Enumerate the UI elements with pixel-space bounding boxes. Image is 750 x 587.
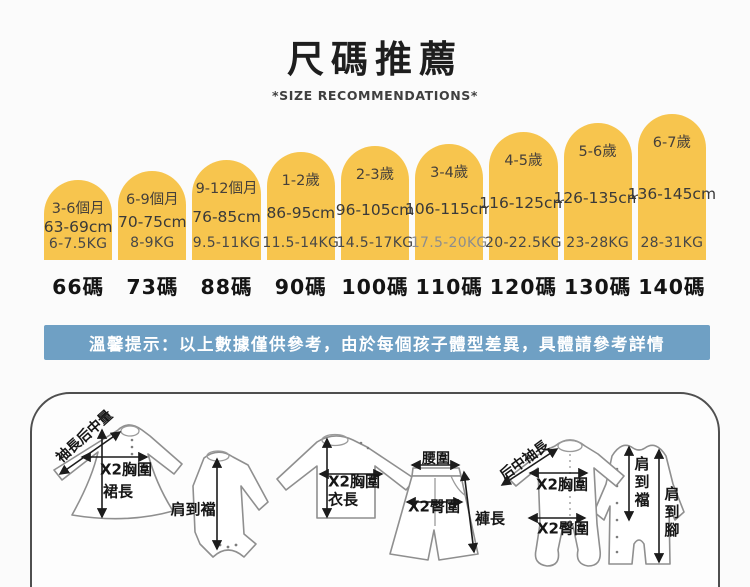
size-column-130: 5-6歲 126-135cm 23-28KG 130碼 <box>553 123 642 300</box>
label-sleeper-shoulder-foot: 肩到腳 <box>662 486 681 540</box>
weight-range: 6-7.5KG <box>48 236 108 252</box>
weight-range: 9.5-11KG <box>192 235 261 251</box>
age-range: 2-3歲 <box>355 167 395 183</box>
size-arch: 4-5歲 116-125cm 20-22.5KG <box>479 132 568 260</box>
label-pants-hip: X2臀圍 <box>407 497 461 516</box>
age-range: 3-4歲 <box>430 165 469 181</box>
label-bodysuit-shoulder-crotch: 肩到襠 <box>170 500 216 519</box>
size-code: 66碼 <box>52 275 105 299</box>
size-column-110: 3-4歲 106-115cm 17.5-20KG 110碼 <box>405 144 493 300</box>
size-column-120: 4-5歲 116-125cm 20-22.5KG 120碼 <box>479 132 568 300</box>
label-romper-hip: X2臀圍 <box>536 519 590 538</box>
size-column-73: 6-9個月 70-75cm 8-9KG 73碼 <box>118 171 187 300</box>
bodysuit-outline <box>192 451 269 558</box>
age-range: 1-2歲 <box>281 173 320 189</box>
label-pants-waist: 腰圍 <box>422 451 450 467</box>
weight-range: 28-31KG <box>640 235 704 251</box>
weight-range: 23-28KG <box>566 235 630 251</box>
size-arch: 1-2歲 86-95cm 11.5-14KG <box>262 152 339 260</box>
size-column-88: 9-12個月 76-85cm 9.5-11KG 88碼 <box>192 160 261 300</box>
weight-range: 20-22.5KG <box>485 235 562 251</box>
size-arch: 3-4歲 106-115cm 17.5-20KG <box>405 144 493 260</box>
size-code: 110碼 <box>415 275 483 299</box>
garment-line-art <box>53 424 685 567</box>
size-code: 88碼 <box>200 275 253 299</box>
height-range: 106-115cm <box>405 199 494 218</box>
age-range: 6-7歲 <box>652 135 691 151</box>
size-arch: 9-12個月 76-85cm 9.5-11KG <box>192 160 261 260</box>
height-range: 126-135cm <box>553 189 642 207</box>
label-pants-length: 褲長 <box>474 509 506 528</box>
height-range: 86-95cm <box>266 203 336 222</box>
size-arch: 5-6歲 126-135cm 23-28KG <box>553 123 642 260</box>
measurement-diagram-box: 袖長后中量 X2胸圍 裙長 肩到襠 X2胸圍 衣長 腰圍 X2臀圍 褲長 后中袖… <box>30 392 720 587</box>
age-range: 3-6個月 <box>51 201 105 217</box>
size-column-66: 3-6個月 63-69cm 6-7.5KG 66碼 <box>44 180 112 300</box>
weight-range: 11.5-14KG <box>262 235 340 251</box>
height-range: 70-75cm <box>118 213 187 231</box>
size-arch: 6-7歲 136-145cm 28-31KG <box>628 114 716 260</box>
age-range: 4-5歲 <box>504 153 543 169</box>
age-range: 6-9個月 <box>125 192 179 208</box>
label-dress-length: 裙長 <box>102 482 134 501</box>
page-title: 尺碼推薦 <box>287 38 463 81</box>
size-arch: 2-3歲 96-105cm 14.5-17KG <box>336 146 414 260</box>
size-code: 90碼 <box>274 275 327 299</box>
size-code: 140碼 <box>638 275 706 299</box>
size-code: 73碼 <box>126 275 179 299</box>
label-romper-chest: X2胸圍 <box>535 475 589 494</box>
size-code: 100碼 <box>341 275 409 299</box>
weight-range: 17.5-20KG <box>410 235 488 251</box>
height-range: 136-145cm <box>627 184 717 203</box>
size-code: 130碼 <box>563 275 632 299</box>
weight-range: 8-9KG <box>130 235 175 251</box>
label-sleeper-shoulder-crotch: 肩到襠 <box>632 456 651 510</box>
shorts-waistband <box>411 467 462 477</box>
size-code: 120碼 <box>489 275 558 299</box>
size-arch: 3-6個月 63-69cm 6-7.5KG <box>44 180 112 260</box>
age-range: 5-6歲 <box>578 144 617 160</box>
size-column-140: 6-7歲 136-145cm 28-31KG 140碼 <box>628 114 716 300</box>
size-arch: 6-9個月 70-75cm 8-9KG <box>118 171 187 260</box>
notice-bar: 溫馨提示：以上數據僅供參考，由於每個孩子體型差異，具體請參考詳情 <box>44 325 710 360</box>
page-subtitle: *SIZE RECOMMENDATIONS* <box>271 87 479 103</box>
height-range: 116-125cm <box>479 193 568 212</box>
romper-outline <box>507 439 625 567</box>
size-chart: 3-6個月 63-69cm 6-7.5KG 66碼 6-9個月 70-75cm … <box>44 114 716 300</box>
weight-range: 14.5-17KG <box>336 235 414 251</box>
height-range: 96-105cm <box>335 200 415 219</box>
height-range: 63-69cm <box>43 218 113 236</box>
size-column-90: 1-2歲 86-95cm 11.5-14KG 90碼 <box>262 152 339 300</box>
age-range: 9-12個月 <box>195 181 258 197</box>
label-dress-chest: X2胸圍 <box>99 460 153 479</box>
label-top-length: 衣長 <box>327 490 359 509</box>
size-column-100: 2-3歲 96-105cm 14.5-17KG 100碼 <box>336 146 414 300</box>
page-header: 尺碼推薦 *SIZE RECOMMENDATIONS* <box>0 38 750 103</box>
height-range: 76-85cm <box>192 207 261 226</box>
